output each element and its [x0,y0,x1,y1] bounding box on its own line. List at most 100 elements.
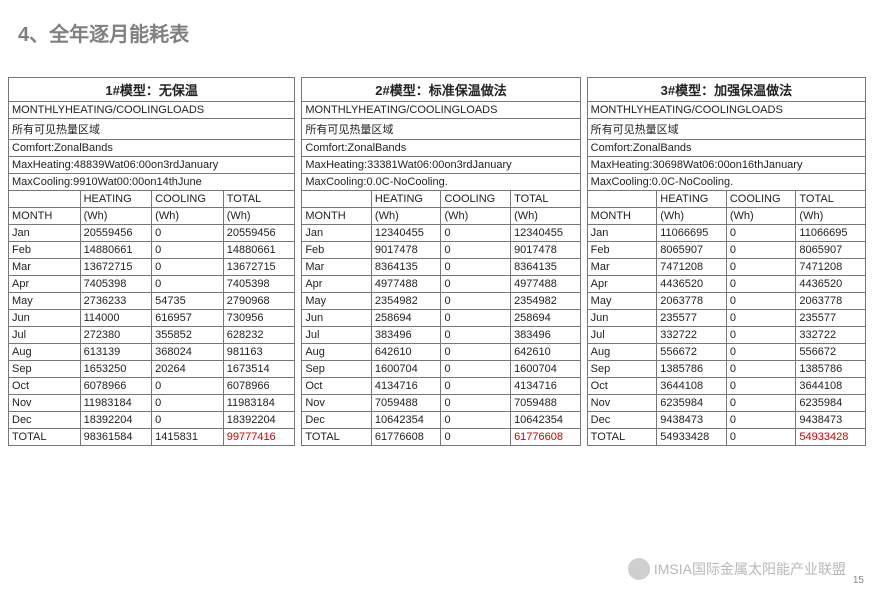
value-cell: 8065907 [657,242,727,259]
month-cell: May [587,293,657,310]
table-row: Sep138578601385786 [587,361,865,378]
table-row: Nov705948807059488 [302,395,580,412]
max-cooling: MaxCooling:0.0C-NoCooling. [302,174,580,191]
value-cell: 6235984 [657,395,727,412]
value-cell: 6078966 [223,378,295,395]
month-cell: Jan [587,225,657,242]
value-cell: 2063778 [796,293,866,310]
value-cell: 0 [441,395,511,412]
table-row: Apr497748804977488 [302,276,580,293]
value-cell: 2736233 [80,293,152,310]
total-value: 61776608 [511,429,581,446]
value-cell: 556672 [657,344,727,361]
max-cooling: MaxCooling:9910Wat00:00on14thJune [9,174,295,191]
table-row: Oct607896606078966 [9,378,295,395]
value-cell: 383496 [371,327,441,344]
model-table-1: 1#模型：无保温MONTHLYHEATING/COOLINGLOADS所有可见热… [8,77,295,446]
table-row: Sep1653250202641673514 [9,361,295,378]
zone-line: 所有可见热量区域 [302,119,580,140]
table-row: Apr740539807405398 [9,276,295,293]
value-cell: 981163 [223,344,295,361]
month-cell: Oct [9,378,81,395]
value-cell: 0 [441,327,511,344]
loads-header: MONTHLYHEATING/COOLINGLOADS [302,102,580,119]
total-value: 61776608 [371,429,441,446]
value-cell: 258694 [371,310,441,327]
value-cell: 2790968 [223,293,295,310]
value-cell: 616957 [152,310,224,327]
month-cell: Sep [302,361,372,378]
month-cell: Jan [9,225,81,242]
table-row: Aug5566720556672 [587,344,865,361]
total-row: TOTAL98361584141583199777416 [9,429,295,446]
value-cell: 0 [152,378,224,395]
value-cell: 9017478 [371,242,441,259]
value-cell: 0 [152,395,224,412]
value-cell: 6078966 [80,378,152,395]
comfort-line: Comfort:ZonalBands [9,140,295,157]
zone-line: 所有可见热量区域 [587,119,865,140]
total-value: 98361584 [80,429,152,446]
col-header: COOLING [152,191,224,208]
value-cell: 14880661 [223,242,295,259]
value-cell: 383496 [511,327,581,344]
value-cell: 0 [726,242,796,259]
value-cell: 1385786 [796,361,866,378]
tables-container: 1#模型：无保温MONTHLYHEATING/COOLINGLOADS所有可见热… [0,47,874,446]
table-row: Jul272380355852628232 [9,327,295,344]
value-cell: 10642354 [511,412,581,429]
value-cell: 9438473 [657,412,727,429]
month-cell: Nov [587,395,657,412]
value-cell: 0 [152,276,224,293]
value-cell: 0 [441,293,511,310]
col-unit: (Wh) [726,208,796,225]
value-cell: 11983184 [80,395,152,412]
max-cooling: MaxCooling:0.0C-NoCooling. [587,174,865,191]
col-unit: (Wh) [80,208,152,225]
value-cell: 628232 [223,327,295,344]
col-unit: (Wh) [657,208,727,225]
table-row: Jun2355770235577 [587,310,865,327]
value-cell: 0 [726,361,796,378]
value-cell: 20559456 [80,225,152,242]
loads-header: MONTHLYHEATING/COOLINGLOADS [587,102,865,119]
col-unit: (Wh) [511,208,581,225]
table-row: Dec10642354010642354 [302,412,580,429]
month-cell: Feb [9,242,81,259]
value-cell: 12340455 [371,225,441,242]
value-cell: 556672 [796,344,866,361]
total-value: 54933428 [657,429,727,446]
value-cell: 0 [441,310,511,327]
loads-header: MONTHLYHEATING/COOLINGLOADS [9,102,295,119]
month-cell: Jul [587,327,657,344]
month-cell: May [302,293,372,310]
col-unit: (Wh) [796,208,866,225]
value-cell: 0 [441,378,511,395]
col-header-month: MONTH [587,208,657,225]
value-cell: 2354982 [511,293,581,310]
value-cell: 0 [152,225,224,242]
month-cell: Jun [9,310,81,327]
month-cell: Oct [302,378,372,395]
value-cell: 0 [726,310,796,327]
col-unit: (Wh) [371,208,441,225]
month-cell: Sep [9,361,81,378]
value-cell: 0 [441,259,511,276]
watermark-icon [628,558,650,580]
col-header: HEATING [371,191,441,208]
table-row: Nov11983184011983184 [9,395,295,412]
total-value: 1415831 [152,429,224,446]
month-cell: Aug [9,344,81,361]
table-row: Jun114000616957730956 [9,310,295,327]
model-table-2: 2#模型：标准保温做法MONTHLYHEATING/COOLINGLOADS所有… [301,77,580,446]
value-cell: 0 [726,276,796,293]
table-row: May235498202354982 [302,293,580,310]
value-cell: 1673514 [223,361,295,378]
col-header: TOTAL [511,191,581,208]
value-cell: 0 [726,344,796,361]
watermark: IMSIA国际金属太阳能产业联盟 [628,558,846,580]
total-label: TOTAL [587,429,657,446]
value-cell: 0 [726,412,796,429]
value-cell: 0 [441,276,511,293]
table-row: Jun2586940258694 [302,310,580,327]
